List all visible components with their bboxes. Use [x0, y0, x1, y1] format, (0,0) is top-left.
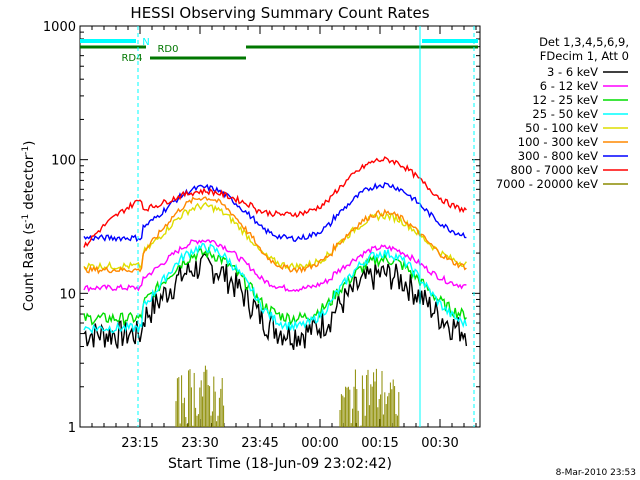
plot-frame	[79, 25, 481, 428]
y-tick-label: 10	[59, 287, 76, 302]
series-8	[175, 365, 400, 427]
x-tick-label: 00:00	[301, 436, 338, 451]
y-tick-label: 1000	[43, 20, 76, 35]
x-tick-label: 23:45	[241, 436, 278, 451]
legend-label: 3 - 6 keV	[547, 65, 598, 79]
series-line-3	[83, 242, 468, 335]
legend: Det 1,3,4,5,6,9,FDecim 1, Att 0 3 - 6 keV…	[496, 35, 629, 191]
legend-label: 50 - 100 keV	[525, 121, 598, 135]
legend-label: 300 - 800 keV	[518, 149, 598, 163]
series-line-0	[83, 252, 468, 350]
legend-label: 12 - 25 keV	[532, 93, 598, 107]
legend-label: 25 - 50 keV	[532, 107, 598, 121]
series-line-4	[83, 201, 467, 272]
y-axis-label: Count Rate (s-1 detector-1)	[21, 141, 37, 312]
x-tick-label: 00:15	[361, 436, 398, 451]
x-axis-label: Start Time (18-Jun-09 23:02:42)	[168, 456, 392, 472]
flag-label-rd4: RD4	[121, 53, 142, 64]
series-line-5	[83, 196, 467, 275]
flag-label-n: N	[142, 37, 149, 48]
y-tick-label: 100	[51, 154, 76, 169]
y-tick-label: 1	[68, 421, 76, 436]
flag-label-rd0: RD0	[157, 44, 178, 55]
series-line-1	[83, 239, 467, 293]
series-line-7	[83, 156, 467, 248]
x-tick-label: 23:30	[181, 436, 218, 451]
legend-label: 800 - 7000 keV	[510, 163, 598, 177]
legend-header: FDecim 1, Att 0	[540, 49, 629, 63]
legend-label: 6 - 12 keV	[540, 79, 598, 93]
legend-header: Det 1,3,4,5,6,9,	[539, 35, 629, 49]
date-stamp: 8-Mar-2010 23:53	[556, 468, 636, 478]
series-line-6	[83, 181, 467, 243]
legend-label: 7000 - 20000 keV	[496, 177, 598, 191]
x-tick-label: 00:30	[421, 436, 458, 451]
series-line-2	[83, 246, 467, 328]
legend-label: 100 - 300 keV	[518, 135, 598, 149]
x-tick-label: 23:15	[121, 436, 158, 451]
chart-title: HESSI Observing Summary Count Rates	[130, 4, 429, 22]
